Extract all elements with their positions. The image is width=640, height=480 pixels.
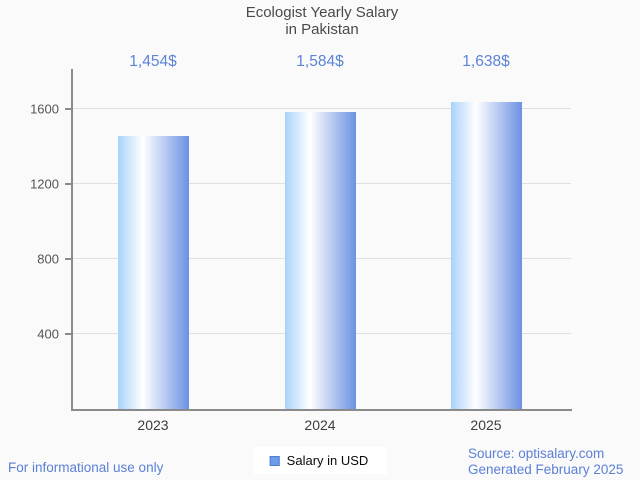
- x-axis-line: [71, 409, 572, 411]
- legend-swatch-icon: [269, 455, 280, 466]
- y-tick-mark-800: [65, 257, 71, 260]
- y-axis-line: [71, 69, 73, 411]
- y-tick-mark-400: [65, 332, 71, 335]
- bar-2023[interactable]: [117, 136, 189, 409]
- y-axis-tick-label-1600: 1600: [30, 101, 59, 117]
- y-axis-tick-label-1200: 1200: [30, 176, 59, 192]
- bar-2024[interactable]: [284, 112, 356, 409]
- source-block: Source: optisalary.com Generated Februar…: [468, 446, 623, 477]
- generated-date: Generated February 2025: [468, 461, 624, 477]
- y-axis-tick-label-400: 400: [37, 326, 59, 342]
- chart-title: Ecologist Yearly Salary in Pakistan: [0, 4, 640, 38]
- x-axis-label-2025: 2025: [470, 417, 502, 433]
- bar-value-label-2025: 1,638$: [462, 53, 510, 70]
- y-tick-mark-1200: [65, 182, 71, 185]
- bar-value-label-2023: 1,454$: [129, 53, 177, 70]
- legend: Salary in USD: [253, 447, 387, 474]
- chart-title-line1: Ecologist Yearly Salary: [245, 4, 399, 21]
- x-axis-label-2023: 2023: [137, 417, 169, 433]
- gridline-1600: [72, 108, 571, 109]
- disclaimer-text: For informational use only: [8, 460, 164, 475]
- legend-label: Salary in USD: [286, 453, 369, 468]
- source-link[interactable]: Source: optisalary.com: [468, 446, 605, 461]
- chart-title-line2: in Pakistan: [285, 20, 359, 38]
- y-axis-tick-label-800: 800: [37, 251, 59, 267]
- bar-2025[interactable]: [450, 102, 522, 409]
- x-axis-label-2024: 2024: [304, 417, 336, 433]
- bar-value-label-2024: 1,584$: [296, 53, 344, 70]
- y-tick-mark-1600: [65, 107, 71, 110]
